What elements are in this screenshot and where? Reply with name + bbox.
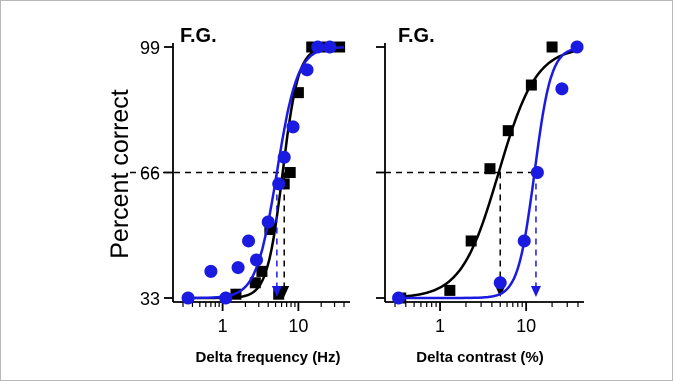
frequency-panel: F.G. Delta frequency (Hz) 33 66 99 1 10	[130, 25, 350, 366]
data-point-square	[256, 265, 268, 277]
y-tick-label: 33	[140, 289, 160, 309]
data-point-circle	[323, 40, 337, 54]
y-axis-title: Percent correct	[106, 89, 134, 259]
x-axis-title: Delta frequency (Hz)	[195, 349, 340, 366]
fit-curve	[395, 47, 579, 300]
data-point-square	[264, 224, 276, 236]
data-point-circle	[242, 234, 256, 248]
data-point-circle	[204, 264, 218, 278]
data-point-circle	[392, 291, 406, 305]
x-tick-label: 10	[288, 316, 308, 336]
data-point-circle	[555, 82, 569, 96]
data-point-square	[273, 288, 285, 300]
data-point-square	[284, 167, 296, 178]
data-point-circle	[311, 40, 325, 54]
data-point-square	[444, 284, 456, 296]
data-point-circle	[277, 150, 291, 164]
panel-label: F.G.	[398, 25, 435, 47]
data-point-circle	[272, 177, 286, 191]
data-point-square	[249, 277, 261, 289]
data-point-circle	[530, 166, 544, 179]
fit-curve	[395, 49, 579, 299]
data-point-circle	[286, 120, 300, 134]
y-tick-label: 66	[140, 164, 160, 184]
data-point-square	[502, 125, 514, 137]
threshold-arrow	[530, 286, 541, 297]
data-point-circle	[493, 276, 507, 290]
panel-label: F.G.	[180, 25, 217, 47]
data-point-circle	[249, 253, 263, 267]
data-point-circle	[570, 40, 584, 54]
contrast-panel: F.G. Delta contrast (%) 1 10	[376, 25, 584, 366]
data-point-square	[546, 41, 558, 53]
y-tick-label: 99	[140, 38, 160, 58]
x-tick-label: 1	[435, 316, 445, 336]
x-tick-label: 1	[218, 316, 228, 336]
data-point-square	[465, 235, 477, 247]
data-point-circle	[181, 291, 195, 305]
data-point-square	[525, 79, 537, 91]
data-point-circle	[300, 63, 314, 77]
x-tick-label: 10	[516, 316, 536, 336]
data-point-circle	[261, 215, 275, 229]
threshold-arrow	[271, 286, 282, 297]
data-point-circle	[219, 291, 233, 305]
data-point-square	[292, 87, 304, 99]
x-axis-title: Delta contrast (%)	[416, 349, 544, 366]
data-point-square	[484, 163, 496, 175]
data-point-circle	[517, 234, 531, 248]
data-point-circle	[231, 261, 245, 275]
